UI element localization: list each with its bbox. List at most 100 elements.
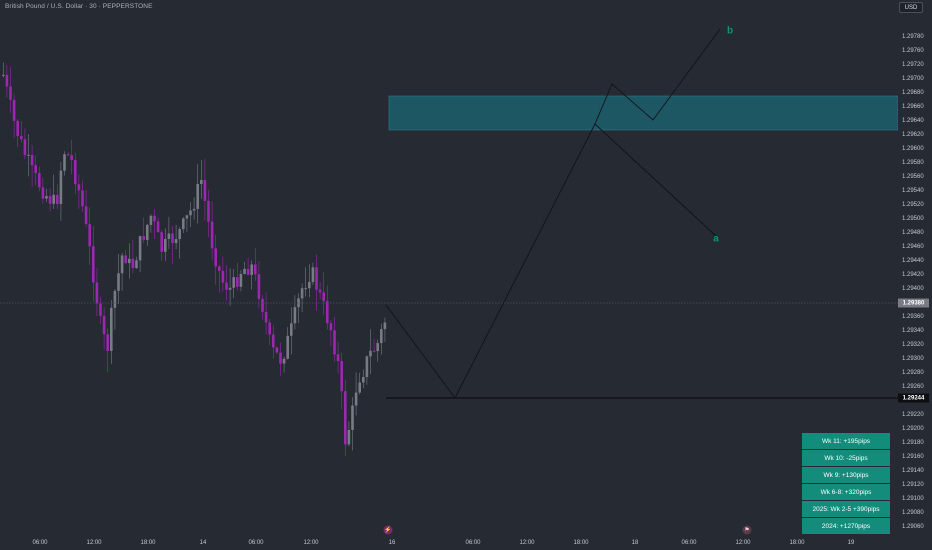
candle-body — [45, 196, 48, 199]
price-chart-area[interactable] — [0, 0, 898, 536]
price-axis-label: 1.29420 — [902, 272, 924, 278]
candle-body — [20, 136, 23, 140]
candle-body — [372, 350, 376, 352]
candle-body — [146, 224, 149, 240]
candle-body — [99, 303, 102, 316]
price-axis-label: 1.29660 — [902, 104, 924, 110]
price-axis-label: 1.29120 — [902, 482, 924, 488]
candle-body — [56, 194, 59, 205]
candle-body — [12, 99, 16, 121]
price-axis-label: 1.29440 — [902, 258, 924, 264]
candle-body — [300, 288, 304, 299]
price-axis-label: 1.29520 — [902, 202, 924, 208]
candle-body — [120, 255, 124, 274]
candle-body — [264, 311, 268, 323]
price-axis-label: 1.29320 — [902, 342, 924, 348]
candle-body — [272, 334, 275, 348]
candle-body — [117, 273, 120, 291]
price-axis-label: 1.29640 — [902, 118, 924, 124]
candle-body — [293, 307, 297, 324]
time-axis-label: 12:00 — [86, 540, 102, 546]
price-axis-label: 1.29600 — [902, 146, 924, 152]
candle-body — [221, 270, 225, 283]
candle-body — [322, 292, 325, 302]
candle-body — [2, 74, 5, 76]
price-axis-label: 1.29540 — [902, 188, 924, 194]
candle-body — [135, 260, 138, 269]
projection-path-alternate[interactable] — [594, 28, 721, 125]
candle-body — [189, 210, 192, 216]
flag-icon[interactable]: ⚑ — [742, 525, 752, 535]
candle-body — [354, 392, 358, 406]
candle-body — [290, 323, 293, 336]
candle-body — [160, 232, 163, 252]
candle-body — [275, 347, 279, 353]
price-axis-label: 1.29620 — [902, 132, 924, 138]
candle-body — [164, 238, 167, 252]
candle-body — [106, 334, 109, 351]
candle-body — [326, 301, 329, 324]
candle-body — [66, 154, 70, 156]
price-axis-label: 1.29580 — [902, 160, 924, 166]
symbol-title[interactable]: British Pound / U.S. Dollar · 30 · PEPPE… — [5, 3, 153, 10]
stat-row: Wk 9: +130pips — [802, 467, 890, 483]
candle-body — [185, 215, 189, 219]
candle-body — [239, 273, 243, 287]
time-axis-label: 18:00 — [573, 540, 589, 546]
supply-zone-rectangle[interactable] — [388, 95, 898, 131]
stat-row: Wk 6-8: +320pips — [802, 484, 890, 500]
price-axis-label: 1.29080 — [902, 510, 924, 516]
time-axis-label: 12:00 — [735, 540, 751, 546]
time-axis-label: 06:00 — [32, 540, 48, 546]
candle-body — [228, 287, 232, 290]
currency-badge[interactable]: USD — [899, 2, 923, 13]
candle-body — [200, 179, 203, 184]
candle-body — [52, 194, 55, 204]
candle-body — [329, 323, 333, 331]
current-price-tag: 1.29380 — [898, 298, 929, 308]
candle-body — [27, 154, 30, 156]
candle-body — [250, 264, 253, 275]
stat-row: 2024: +1270pips — [802, 518, 890, 534]
candle-body — [243, 268, 246, 274]
candle-body — [308, 282, 311, 289]
candle-body — [225, 282, 228, 290]
time-axis-label: 06:00 — [681, 540, 697, 546]
lightning-bolt-icon[interactable]: ⚡ — [383, 525, 393, 535]
candle-body — [149, 215, 153, 225]
price-axis-label: 1.29060 — [902, 524, 924, 530]
price-axis-label: 1.29360 — [902, 314, 924, 320]
candle-body — [9, 86, 12, 100]
time-axis-label: 18:00 — [789, 540, 805, 546]
candle-body — [174, 239, 178, 244]
weekly-pips-panel: Wk 11: +195pips Wk 10: -25pips Wk 9: +130p… — [802, 433, 890, 535]
candle-body — [34, 165, 37, 174]
candle-body — [203, 179, 207, 201]
candle-body — [286, 335, 289, 359]
wave-label-a: a — [713, 233, 719, 245]
candle-body — [192, 208, 196, 211]
level-price-tag: 1.29244 — [898, 393, 929, 403]
candle-body — [110, 307, 113, 351]
stat-row: 2025: Wk 2-5 +390pips — [802, 501, 890, 517]
candle-body — [369, 350, 372, 357]
price-axis-label: 1.29720 — [902, 62, 924, 68]
projection-path-main[interactable] — [385, 123, 718, 399]
candle-body — [210, 221, 214, 249]
candle-body — [365, 356, 369, 377]
candle-body — [196, 183, 199, 209]
price-axis-label: 1.29220 — [902, 412, 924, 418]
candle-body — [16, 120, 19, 137]
candle-body — [128, 258, 131, 264]
price-axis-label: 1.29760 — [902, 48, 924, 54]
candle-body — [5, 74, 9, 87]
candle-body — [30, 154, 34, 166]
time-axis-label: 12:00 — [519, 540, 535, 546]
candle-body — [171, 233, 174, 244]
candle-body — [304, 288, 307, 290]
candle-body — [362, 376, 365, 383]
time-axis-label: 12:00 — [303, 540, 319, 546]
candle-body — [347, 429, 351, 445]
candle-body — [344, 391, 347, 445]
